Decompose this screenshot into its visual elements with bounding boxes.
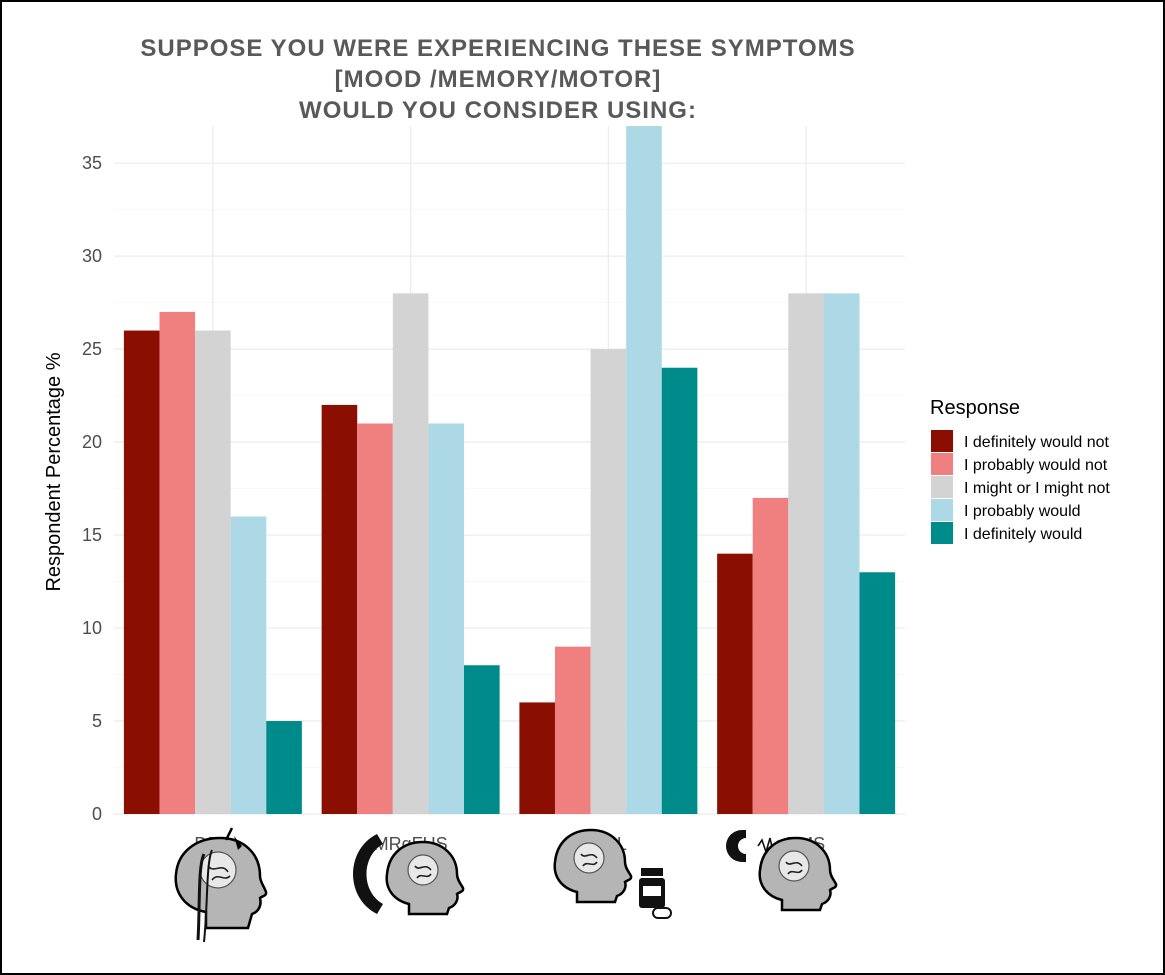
bar: I might or I might not: 28 (788, 293, 824, 815)
legend-label: I probably would not (964, 457, 1108, 474)
y-tick-label: 35 (82, 153, 102, 173)
brain-electrode-icon (174, 827, 268, 943)
bar: I definitely would not: 22 (321, 404, 358, 814)
y-axis-title: Respondent Percentage % (43, 352, 65, 591)
legend-label: I probably would (964, 503, 1081, 520)
legend-swatch (931, 522, 953, 544)
bar: I probably would: 28 (823, 293, 860, 815)
bar: I probably would not: 27 (159, 311, 196, 814)
legend-label: I definitely would (964, 526, 1082, 543)
bar: I probably would: 37 (626, 126, 662, 814)
brain-ultrasound-icon (353, 834, 465, 916)
bar: I definitely would not: 14 (717, 553, 753, 814)
bar: I probably would: 21 (428, 423, 465, 814)
bar: I probably would not: 9 (554, 646, 591, 814)
bar: I definitely would: 24 (661, 367, 698, 814)
title-line-1: SUPPOSE YOU WERE EXPERIENCING THESE SYMP… (140, 35, 855, 62)
chart-title: SUPPOSE YOU WERE EXPERIENCING THESE SYMP… (140, 35, 855, 124)
y-tick-label: 10 (82, 618, 102, 638)
bar: I definitely would not: 6 (519, 702, 555, 814)
title-line-3: WOULD YOU CONSIDER USING: (299, 97, 697, 124)
brain-magnet-icon (726, 830, 838, 912)
bar: I probably would: 16 (230, 516, 267, 814)
y-axis-ticks: 0 5 10 15 20 25 30 35 (82, 153, 102, 824)
legend-swatch (931, 499, 953, 521)
legend-label: I definitely would not (964, 434, 1110, 451)
legend-label: I might or I might not (964, 480, 1110, 497)
bar: I definitely would: 5 (266, 721, 302, 814)
y-tick-label: 5 (92, 711, 102, 731)
title-line-2: [MOOD /MEMORY/MOTOR] (335, 66, 662, 93)
y-tick-label: 15 (82, 525, 102, 545)
bar: I definitely would: 8 (464, 665, 500, 814)
y-tick-label: 0 (92, 804, 102, 824)
bars: I definitely would not: 26I probably wou… (123, 126, 896, 815)
bar: I probably would not: 21 (357, 423, 393, 814)
bar: I might or I might not: 28 (392, 293, 429, 815)
y-tick-label: 25 (82, 339, 102, 359)
y-tick-label: 30 (82, 246, 102, 266)
legend-swatch (931, 453, 953, 475)
bar: I definitely would not: 26 (123, 330, 160, 814)
y-tick-label: 20 (82, 432, 102, 452)
bar: I might or I might not: 25 (590, 349, 627, 814)
legend: Response I definitely would not I probabl… (930, 397, 1110, 544)
bar: I might or I might not: 26 (195, 330, 231, 814)
legend-swatch (931, 430, 953, 452)
bar: I probably would not: 17 (752, 497, 789, 814)
bar: I definitely would: 13 (859, 572, 896, 814)
legend-title: Response (930, 397, 1020, 419)
legend-swatch (931, 476, 953, 498)
brain-pill-bottle-icon (553, 828, 672, 919)
